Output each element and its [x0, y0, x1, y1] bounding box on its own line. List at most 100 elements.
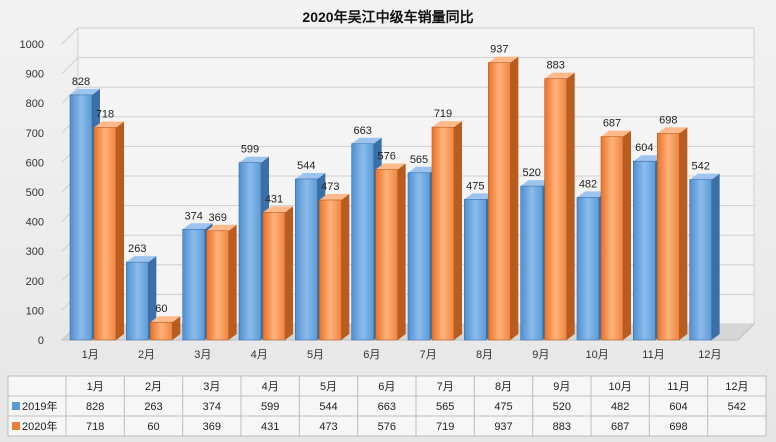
bar-2020年-3月: [206, 230, 229, 341]
bar-2019年-9月: [520, 185, 543, 341]
data-label: 599: [241, 144, 259, 156]
bar-2020年-1月: [93, 127, 117, 341]
table-cell: 576: [378, 421, 396, 433]
data-label: 719: [434, 108, 452, 120]
table-header-cell: 6月: [378, 381, 395, 393]
table-frame: [7, 375, 767, 437]
x-tick-label: 8月: [476, 349, 493, 361]
y-tick-label: 1000: [20, 39, 44, 51]
bar-top: [689, 173, 720, 180]
table-cell: 369: [203, 421, 221, 433]
bar-2020年-8月: [488, 62, 511, 341]
y-tick-label: 800: [26, 98, 44, 110]
bar-top: [239, 156, 269, 163]
data-label: 473: [321, 181, 339, 193]
x-tick-label: 4月: [251, 349, 268, 361]
table-header-cell: 4月: [262, 381, 279, 393]
table-cell: 544: [319, 401, 337, 413]
table-header-cell: 10月: [609, 381, 632, 393]
table-cell: 828: [86, 401, 104, 413]
data-labels: 828 718 263 60 374 369 599 431 544 473 663 576 565 71…: [72, 44, 710, 316]
y-tick-label: 600: [26, 157, 44, 169]
bar-2020年-7月: [431, 126, 455, 341]
data-label: 828: [72, 76, 90, 88]
bar-side: [623, 130, 631, 340]
bar-top: [408, 166, 438, 173]
bar-top: [351, 137, 382, 144]
table-header-cell: 11月: [667, 381, 689, 393]
bar-top: [432, 121, 462, 128]
data-label: 576: [377, 151, 395, 163]
y-tick-label: 900: [26, 69, 44, 81]
data-label: 369: [208, 212, 226, 224]
bar-top: [126, 256, 157, 263]
bar-2019年-11月: [633, 160, 656, 341]
legend-label: 2019年: [22, 399, 57, 413]
data-label: 542: [691, 161, 709, 173]
gridline-side: [61, 57, 79, 74]
table-header-cell: 3月: [203, 381, 220, 393]
table-cell: 698: [669, 421, 687, 433]
bar-side: [148, 256, 157, 340]
bar-side: [679, 127, 688, 340]
bar-side: [341, 193, 350, 340]
bar-top: [70, 88, 100, 95]
data-table: 1月 2月 3月 4月 5月 6月 7月 8月 9月 10月 11月 12月 2019年 828 263 37…: [7, 375, 767, 437]
chart-title: 2020年吴江中级车销量同比: [302, 9, 473, 25]
legend-label: 2020年: [22, 419, 57, 433]
bar-top: [464, 193, 495, 200]
data-label: 663: [353, 125, 371, 137]
bar-top: [488, 56, 519, 63]
table-header-cell: 7月: [437, 381, 454, 393]
bar-top: [633, 155, 664, 162]
bar-top: [601, 130, 631, 137]
bar-side: [116, 121, 124, 340]
bar-top: [520, 180, 551, 187]
bar-side: [285, 206, 293, 340]
data-label: 883: [546, 60, 564, 72]
x-tick-label: 10月: [586, 349, 609, 361]
bar-top: [319, 193, 350, 200]
bar-side: [172, 316, 181, 340]
data-label: 431: [265, 193, 283, 205]
bar-2019年-7月: [407, 172, 431, 341]
bar-side: [397, 163, 406, 340]
x-tick-label: 5月: [307, 349, 324, 361]
bar-2020年-2月: [150, 321, 173, 341]
x-tick-label: 7月: [420, 349, 437, 361]
data-label: 718: [96, 108, 114, 120]
bar-side: [711, 173, 720, 340]
bar-side: [510, 56, 519, 340]
bar-top: [94, 121, 124, 128]
bar-side: [228, 224, 237, 340]
data-label: 482: [579, 178, 597, 190]
x-tick-label: 9月: [532, 349, 549, 361]
table-cell: 542: [728, 401, 746, 413]
y-tick-label: 0: [38, 335, 44, 347]
y-tick-label: 200: [26, 276, 44, 288]
bar-top: [577, 191, 607, 198]
table-cell: 374: [203, 401, 221, 413]
data-label: 698: [659, 114, 677, 126]
table-cell: 60: [147, 421, 159, 433]
y-tick-label: 300: [26, 246, 44, 258]
bar-2019年-1月: [69, 94, 93, 341]
table-header-cell: 2月: [145, 381, 162, 393]
data-label: 475: [466, 180, 484, 192]
table-header-cell: 1月: [87, 381, 104, 393]
bar-2020年-11月: [657, 133, 680, 341]
bars: [69, 56, 720, 341]
bar-top: [375, 163, 406, 170]
x-tick-label: 11月: [642, 349, 664, 361]
data-label: 604: [635, 142, 653, 154]
bar-2019年-12月: [689, 179, 712, 341]
x-tick-label: 1月: [82, 349, 99, 361]
bar-top: [150, 316, 181, 323]
y-tick-label: 100: [26, 305, 44, 317]
table-cell: 883: [553, 421, 571, 433]
bar-side: [566, 72, 575, 340]
bar-2019年-3月: [182, 228, 205, 341]
x-tick-label: 3月: [194, 349, 211, 361]
data-label: 60: [155, 303, 167, 315]
